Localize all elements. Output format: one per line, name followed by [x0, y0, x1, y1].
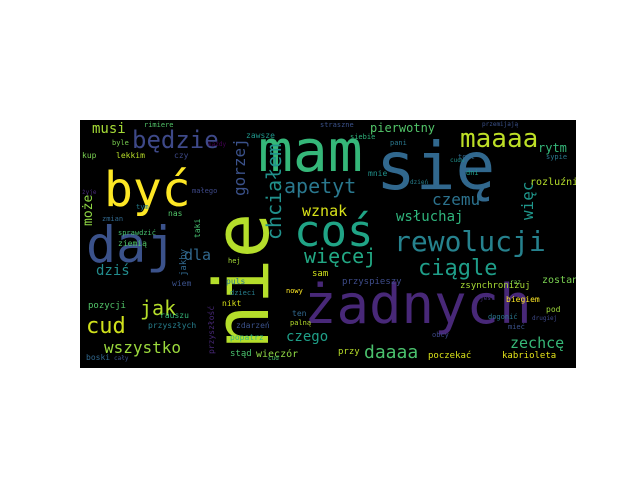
word: tort — [458, 153, 475, 161]
word: czego — [286, 329, 329, 345]
word: cud — [268, 355, 279, 362]
word: pozycji — [88, 301, 126, 311]
word: palną — [290, 319, 312, 327]
word: kup — [82, 151, 97, 160]
word: zawsze — [246, 131, 275, 140]
word: dzień — [410, 179, 429, 186]
word: wszystko — [104, 338, 182, 357]
word: małego — [192, 187, 218, 195]
word: jak — [140, 296, 177, 320]
word: tym — [136, 203, 149, 211]
word: rozluźnić — [530, 177, 576, 188]
word: dogonić — [488, 313, 518, 321]
word: jakby — [179, 248, 189, 276]
word: zdarzeń — [236, 321, 270, 330]
word: rytm — [538, 141, 567, 155]
word: maaaa — [460, 124, 539, 154]
word: czemu — [432, 190, 481, 209]
word: nas — [168, 209, 183, 218]
word: żyje — [82, 189, 97, 196]
word: obcy — [432, 331, 449, 339]
word: sam — [312, 269, 329, 279]
word: wznak — [302, 202, 348, 220]
word: więcej — [304, 244, 377, 268]
word: zechcę — [510, 334, 565, 352]
word: wiem — [172, 279, 192, 288]
word: każdy — [208, 141, 227, 148]
word: gorzej — [230, 138, 249, 196]
word: dzieci — [230, 289, 256, 297]
word: poczekać — [428, 351, 472, 361]
word: taki — [193, 218, 202, 238]
word: coś — [294, 206, 374, 257]
word: daj — [86, 216, 177, 274]
word: cały — [114, 355, 129, 362]
word: raz — [510, 279, 521, 286]
word: puls — [226, 277, 246, 286]
word: dziś — [96, 263, 130, 279]
word: przemijają — [482, 121, 519, 128]
word: będzie — [132, 126, 219, 154]
word: straszne — [320, 121, 354, 129]
word: mam — [258, 120, 363, 185]
word-cloud: nie mam się być daj coś żadnych rewolucj… — [80, 120, 576, 368]
word: może — [81, 194, 96, 226]
word: dni — [466, 169, 479, 177]
word: przyspieszy — [342, 277, 402, 287]
word: rimiere — [144, 121, 174, 129]
word: jest — [480, 295, 495, 302]
word: cudu — [450, 157, 465, 164]
word: pod — [546, 305, 561, 314]
word: zsynchronizuj — [460, 281, 531, 291]
word: pierwotny — [370, 121, 436, 135]
word: boski — [86, 353, 111, 362]
word: ciągle — [418, 256, 498, 281]
word: stąd — [230, 349, 252, 359]
word: byle — [112, 139, 129, 147]
word: zmian — [102, 215, 124, 223]
word: mieć — [508, 323, 525, 331]
word: żadnych — [304, 273, 532, 336]
word: lekkim — [116, 151, 145, 160]
word: drugiej — [532, 315, 558, 322]
word: rauszu — [160, 311, 189, 320]
word: wieczór — [256, 349, 299, 360]
word: rewolucji — [394, 225, 546, 258]
word: dla — [184, 246, 212, 264]
word: czy — [174, 151, 189, 160]
word: apetyt — [284, 174, 357, 198]
word: sprawdzić — [118, 229, 156, 237]
word: się — [376, 128, 496, 205]
word: cud — [86, 314, 126, 339]
word: popatrz — [230, 333, 264, 342]
word: ten — [292, 309, 307, 318]
word: kabrioleta — [502, 351, 557, 361]
word: nowy — [286, 287, 303, 295]
word: być — [104, 162, 191, 218]
word: musi — [92, 121, 126, 137]
word: biegiem — [506, 295, 540, 304]
word: przy — [338, 347, 360, 357]
word: wsłuchaj — [396, 209, 464, 225]
word: przyszłych — [148, 321, 197, 330]
word: pani — [390, 139, 407, 147]
word: mnie — [368, 169, 388, 178]
word: nikt — [222, 299, 242, 308]
word: ziemią — [118, 239, 147, 248]
word: siebie — [350, 133, 376, 141]
word: daaaa — [364, 342, 419, 363]
word: hej — [228, 257, 241, 265]
word: zostanę — [542, 275, 576, 286]
word: chciałem — [262, 143, 286, 240]
word: sypie — [546, 153, 568, 161]
word: przyszłość — [207, 305, 216, 354]
